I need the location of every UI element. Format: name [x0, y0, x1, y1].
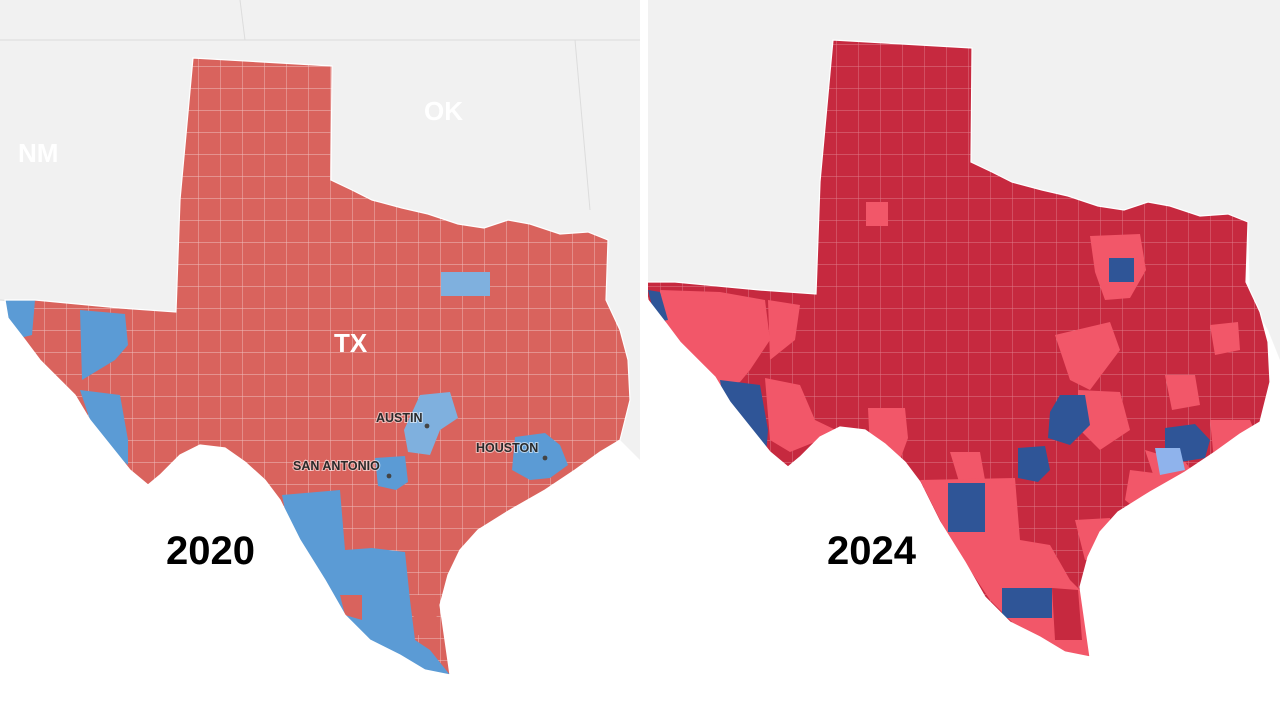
panel-2024: 2024: [644, 0, 1280, 720]
county-dem-elpaso-area: [80, 310, 128, 380]
county-dem-harris: [512, 433, 568, 480]
county-lean-rep-austin-ring: [1078, 390, 1130, 450]
county-rep-starr: [340, 595, 362, 620]
city-dot-houston: [542, 455, 548, 461]
county-lean-rep-brazos: [1165, 375, 1200, 410]
year-label-2024: 2024: [827, 529, 917, 573]
county-lean-rep-maverick: [950, 452, 985, 485]
city-dot-austin: [424, 423, 430, 429]
county-lean-rep-central: [1055, 322, 1120, 390]
county-dem-bexar-2024: [1018, 446, 1050, 482]
county-lean-dem-fortbend-2024: [1155, 448, 1185, 475]
county-dem-border: [282, 490, 450, 675]
county-dem-dallas-2024: [1109, 258, 1134, 282]
county-dem-bexar: [375, 456, 408, 490]
neighbor-label-ok: OK: [424, 96, 463, 126]
county-lean-rep-panhandle: [866, 202, 888, 226]
city-label-austin: AUSTIN: [376, 411, 423, 425]
county-dem-travis-2024: [1048, 395, 1090, 445]
city-label-san-antonio: SAN ANTONIO: [293, 459, 380, 473]
county-lean-rep-east: [1210, 322, 1240, 355]
county-dem-elpaso-2024: [648, 290, 668, 322]
state-borders: [0, 0, 640, 313]
county-dem-hidalgo-2024: [1002, 588, 1052, 618]
mexico-land: [0, 330, 455, 720]
year-label-2020: 2020: [166, 529, 255, 573]
county-dem-travis: [404, 392, 458, 455]
panel-divider: [640, 0, 648, 720]
county-rep-kenedy-2024: [1052, 588, 1082, 640]
county-dem-webb-2024: [948, 483, 985, 532]
county-dem-elpaso: [5, 300, 35, 338]
county-dem-brewster: [80, 390, 128, 465]
county-dem-dallas: [441, 272, 490, 296]
county-rep-kenedy: [412, 595, 438, 635]
neighbor-land-2024: [648, 0, 1280, 360]
city-label-houston: HOUSTON: [476, 441, 538, 455]
county-lean-rep-presidio: [765, 378, 840, 452]
panel-2020: NM OK TX AUSTIN SAN ANTONIO HOUSTON 2020: [0, 0, 640, 720]
county-lean-rep-reeves: [768, 300, 800, 360]
city-dot-san-antonio: [386, 473, 392, 479]
state-label-tx: TX: [334, 328, 368, 358]
neighbor-land: [0, 0, 640, 460]
neighbor-label-nm: NM: [18, 138, 58, 168]
